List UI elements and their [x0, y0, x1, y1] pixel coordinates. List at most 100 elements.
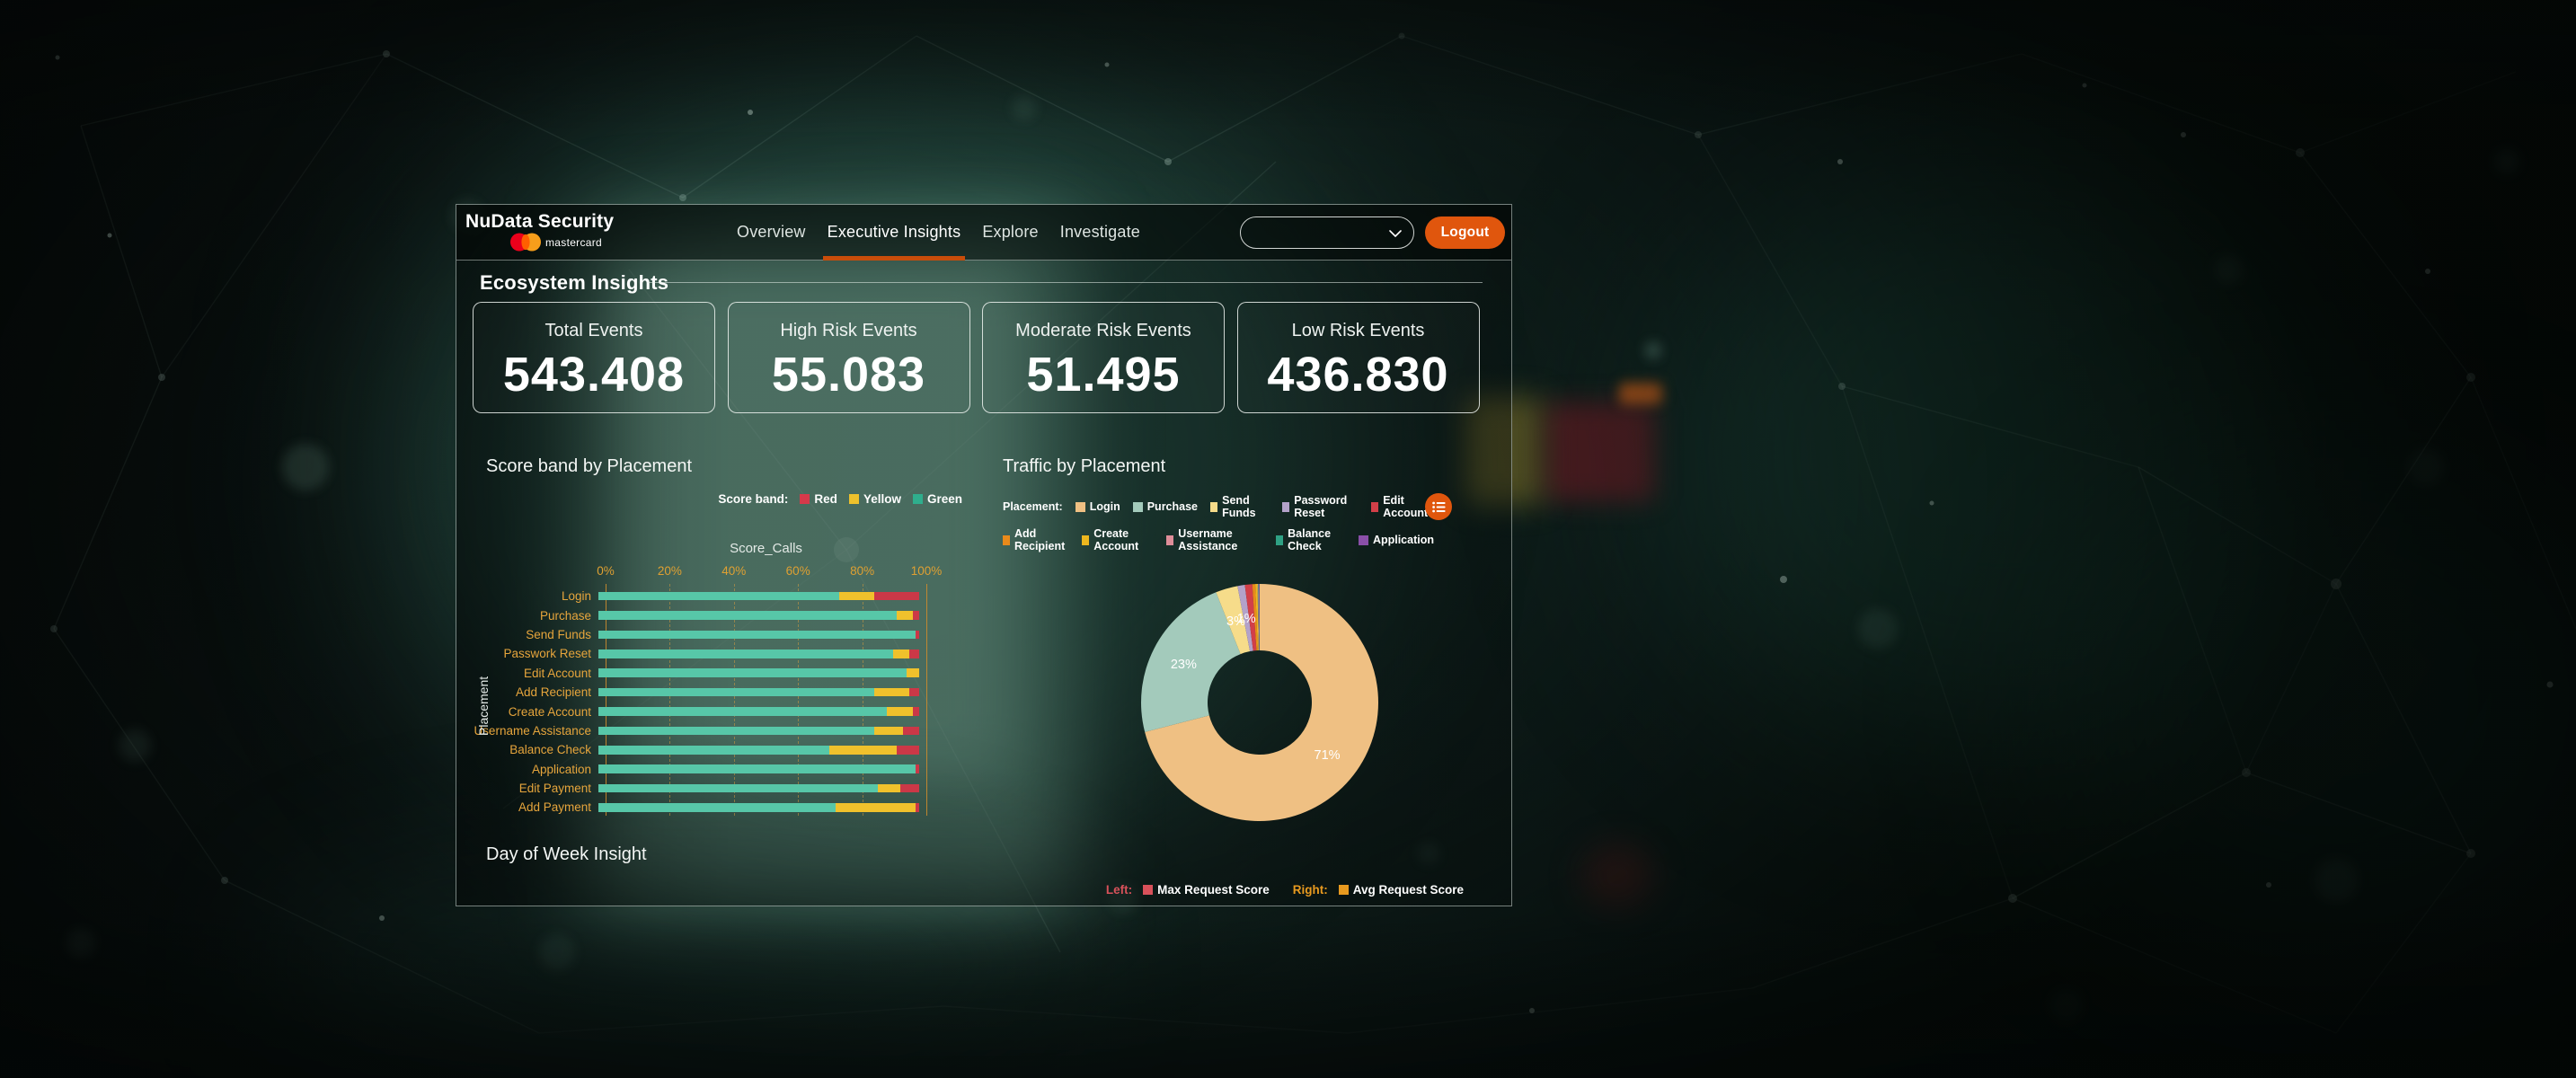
bar-segment-yellow[interactable] — [829, 746, 897, 755]
legend-item-login[interactable]: Login — [1075, 500, 1120, 513]
bar-segment-green[interactable] — [598, 630, 916, 640]
legend-menu-button[interactable] — [1425, 493, 1452, 520]
donut-slice-application[interactable] — [1259, 584, 1260, 651]
axis-tick-label: 100% — [910, 564, 943, 578]
legend-label: Yellow — [863, 492, 901, 506]
bar-segment-yellow[interactable] — [836, 803, 916, 812]
bar-category-label: Username Assistance — [474, 723, 591, 738]
bar-segment-red[interactable] — [912, 611, 919, 620]
bar-segment-red[interactable] — [899, 783, 919, 793]
bar-segment-yellow[interactable] — [897, 611, 913, 620]
kpi-label: Moderate Risk Events — [1015, 321, 1191, 340]
donut-slice-edit-account[interactable] — [1244, 584, 1257, 651]
bar-segment-green[interactable] — [598, 591, 839, 601]
legend-item-add-recipient[interactable]: Add Recipient — [1003, 527, 1069, 552]
bar-row-username-assistance: Username Assistance — [456, 721, 926, 740]
bar-segment-red[interactable] — [912, 707, 919, 716]
stacked-bar — [598, 707, 919, 716]
legend-item-password-reset[interactable]: Password Reset — [1282, 494, 1359, 519]
nav-tab-explore[interactable]: Explore — [982, 205, 1038, 260]
legend-item-edit-account[interactable]: Edit Account — [1371, 494, 1434, 519]
legend-item-yellow[interactable]: Yellow — [848, 492, 901, 506]
kpi-label: High Risk Events — [780, 321, 917, 340]
app-title: NuData Security — [465, 211, 615, 232]
mastercard-circles-icon — [510, 233, 541, 252]
donut-slice-login[interactable] — [1145, 584, 1378, 821]
bar-segment-yellow[interactable] — [838, 591, 875, 601]
bar-segment-yellow[interactable] — [906, 668, 919, 678]
bar-segment-yellow[interactable] — [874, 687, 910, 697]
list-icon — [1431, 501, 1446, 512]
donut-slice-purchase[interactable] — [1141, 592, 1241, 732]
axis-tick-label: 20% — [657, 564, 682, 578]
bar-segment-red[interactable] — [909, 687, 919, 697]
scoreband-axis-title: Score_Calls — [730, 541, 802, 556]
bar-segment-red[interactable] — [916, 630, 919, 640]
bar-segment-yellow[interactable] — [887, 707, 913, 716]
bar-segment-green[interactable] — [598, 611, 897, 620]
nav-tab-overview[interactable]: Overview — [737, 205, 806, 260]
legend-label: Username Assistance — [1178, 527, 1238, 552]
legend-label: Green — [926, 492, 962, 506]
bar-segment-red[interactable] — [916, 764, 919, 773]
bar-segment-red[interactable] — [909, 649, 919, 658]
bar-segment-yellow[interactable] — [874, 726, 904, 736]
chevron-down-icon — [1389, 230, 1402, 237]
bar-segment-green[interactable] — [598, 764, 916, 773]
traffic-legend-title: Placement: — [1003, 500, 1063, 513]
bar-category-label: Passwork Reset — [503, 647, 591, 661]
nav-tab-executive-insights[interactable]: Executive Insights — [822, 205, 966, 261]
mastercard-logo: mastercard — [510, 233, 614, 252]
bar-segment-red[interactable] — [874, 591, 919, 601]
donut-slice-balance-check[interactable] — [1258, 584, 1260, 651]
legend-item-balance-check[interactable]: Balance Check — [1276, 527, 1346, 552]
donut-slice-add-recipient[interactable] — [1252, 584, 1258, 651]
bar-segment-green[interactable] — [598, 649, 894, 658]
bar-segment-green[interactable] — [598, 783, 878, 793]
bar-segment-green[interactable] — [598, 746, 830, 755]
donut-slice-label: 1% — [1237, 612, 1256, 626]
legend-swatch — [1338, 885, 1349, 895]
legend-swatch — [1371, 501, 1379, 512]
bar-category-label: Balance Check — [509, 743, 591, 757]
account-dropdown[interactable] — [1240, 216, 1414, 249]
legend-item-username-assistance[interactable]: Username Assistance — [1166, 527, 1263, 552]
donut-slice-username-assistance[interactable] — [1257, 584, 1260, 651]
bar-segment-yellow[interactable] — [893, 649, 910, 658]
bar-segment-green[interactable] — [598, 687, 875, 697]
bar-segment-yellow[interactable] — [877, 783, 900, 793]
donut-slice-create-account[interactable] — [1255, 584, 1259, 651]
donut-slice-password-reset[interactable] — [1237, 585, 1253, 652]
bar-segment-green[interactable] — [598, 803, 837, 812]
nav-tab-investigate[interactable]: Investigate — [1060, 205, 1140, 260]
stacked-bar — [598, 764, 919, 773]
bar-segment-red[interactable] — [897, 746, 919, 755]
legend-label: Add Recipient — [1014, 527, 1066, 552]
bar-segment-red[interactable] — [916, 803, 919, 812]
logout-button[interactable]: Logout — [1425, 216, 1505, 249]
legend-item-purchase[interactable]: Purchase — [1132, 500, 1198, 513]
legend-label: Red — [814, 492, 837, 506]
bar-segment-green[interactable] — [598, 726, 875, 736]
dow-legend-item-max-request-score: Left: Max Request Score — [1106, 883, 1270, 897]
donut-slice-send-funds[interactable] — [1216, 586, 1251, 655]
traffic-legend-row: Placement: Login Purchase Send Funds Passwor… — [1003, 494, 1434, 519]
nav-tab-label: Investigate — [1059, 223, 1141, 241]
kpi-card-moderate-risk-events: Moderate Risk Events 51.495 — [982, 302, 1225, 413]
bar-segment-green[interactable] — [598, 668, 907, 678]
bar-segment-red[interactable] — [903, 726, 919, 736]
page-title: Ecosystem Insights — [480, 271, 669, 294]
legend-item-green[interactable]: Green — [912, 492, 962, 506]
nav-tab-label: Executive Insights — [827, 223, 961, 241]
donut-slice-label: 23% — [1171, 658, 1197, 672]
legend-label: Login — [1089, 500, 1120, 513]
legend-item-send-funds[interactable]: Send Funds — [1210, 494, 1270, 519]
legend-label: Application — [1372, 534, 1434, 546]
bar-segment-green[interactable] — [598, 707, 888, 716]
bar-category-label: Add Recipient — [515, 685, 591, 700]
legend-item-create-account[interactable]: Create Account — [1082, 527, 1154, 552]
legend-item-application[interactable]: Application — [1358, 534, 1434, 546]
legend-label: Password Reset — [1294, 494, 1348, 519]
legend-item-red[interactable]: Red — [800, 492, 837, 506]
